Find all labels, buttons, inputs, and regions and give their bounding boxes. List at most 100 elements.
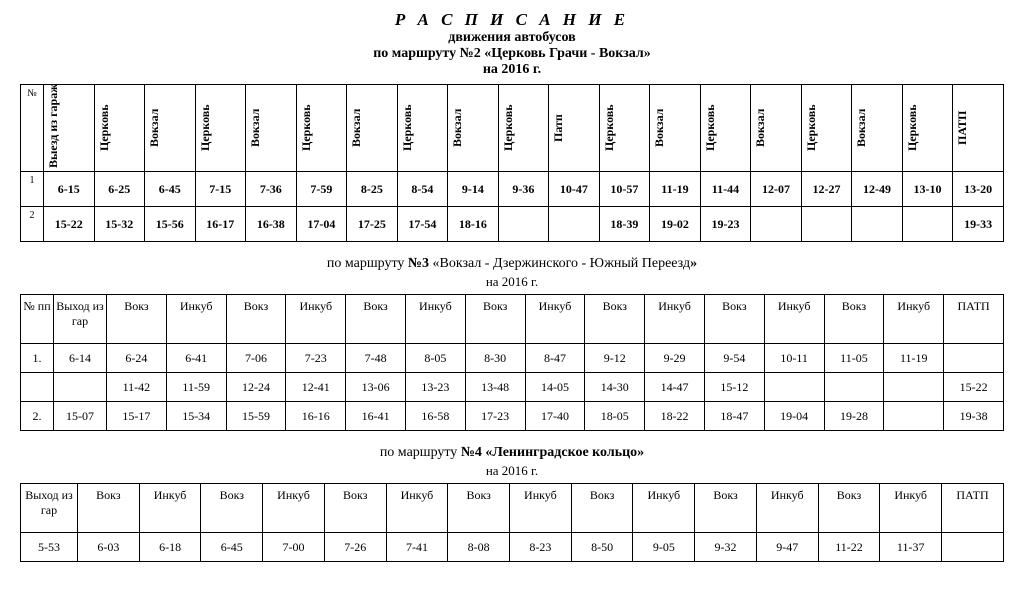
- col-header: Инкуб: [166, 295, 226, 344]
- title-sub1: движения автобусов: [20, 30, 1004, 46]
- time-cell: 19-04: [764, 402, 824, 431]
- time-cell: 13-10: [902, 172, 953, 207]
- time-cell: 19-02: [650, 207, 701, 242]
- section3-year: на 2016 г.: [20, 463, 1004, 479]
- col-header: Инкуб: [139, 484, 201, 533]
- col-header: Вокз: [201, 484, 263, 533]
- time-cell: 15-12: [704, 373, 764, 402]
- time-cell: 13-06: [346, 373, 406, 402]
- time-cell: 18-39: [599, 207, 650, 242]
- col-header: ПАТП: [953, 85, 1004, 172]
- col-header: Инкуб: [263, 484, 325, 533]
- time-cell: 11-59: [166, 373, 226, 402]
- section2-route-name: «Вокзал - Дзержинского - Южный Переезд: [429, 256, 690, 271]
- col-header: Выход из гар: [54, 295, 107, 344]
- col-header: ПАТП: [942, 484, 1004, 533]
- col-header: Вокз: [78, 484, 140, 533]
- time-cell: 9-54: [704, 344, 764, 373]
- time-cell: 16-58: [405, 402, 465, 431]
- section2-route-num: №3: [408, 256, 429, 271]
- time-cell: 16-16: [286, 402, 346, 431]
- time-cell: 8-47: [525, 344, 585, 373]
- time-cell: 17-04: [296, 207, 347, 242]
- time-cell: 17-23: [465, 402, 525, 431]
- title-sub2-route: №2 «Церковь Грачи - Вокзал»: [460, 46, 651, 61]
- time-cell: 15-56: [145, 207, 196, 242]
- time-cell: [852, 207, 903, 242]
- time-cell: 16-41: [346, 402, 406, 431]
- schedule-table-route2: №Выезд из гаражаЦерковьВокзалЦерковьВокз…: [20, 84, 1004, 242]
- section2-year: на 2016 г.: [20, 274, 1004, 290]
- time-cell: 9-05: [633, 533, 695, 562]
- time-cell: 9-29: [645, 344, 705, 373]
- col-header: ПАТП: [944, 295, 1004, 344]
- time-cell: [884, 402, 944, 431]
- time-cell: 7-26: [324, 533, 386, 562]
- col-header: Церковь: [801, 85, 852, 172]
- title-main: Р А С П И С А Н И Е: [20, 10, 1004, 30]
- col-header: Патп: [549, 85, 600, 172]
- time-cell: 15-22: [44, 207, 95, 242]
- time-cell: 12-49: [852, 172, 903, 207]
- time-cell: 6-25: [94, 172, 145, 207]
- time-cell: [884, 373, 944, 402]
- time-cell: 15-07: [54, 402, 107, 431]
- time-cell: 5-53: [21, 533, 78, 562]
- col-header: Вокз: [324, 484, 386, 533]
- col-header: Вокз: [465, 295, 525, 344]
- time-cell: 12-27: [801, 172, 852, 207]
- col-header: Церковь: [397, 85, 448, 172]
- time-cell: 11-05: [824, 344, 884, 373]
- section2-title: по маршруту №3 «Вокзал - Дзержинского - …: [20, 256, 1004, 272]
- row-num: 2.: [21, 402, 54, 431]
- col-header: Вокз: [226, 295, 286, 344]
- time-cell: 17-25: [347, 207, 398, 242]
- col-header: Инкуб: [510, 484, 572, 533]
- col-header: Вокз: [448, 484, 510, 533]
- time-cell: 9-14: [448, 172, 499, 207]
- col-header: Инкуб: [286, 295, 346, 344]
- col-header: Инкуб: [880, 484, 942, 533]
- time-cell: 17-40: [525, 402, 585, 431]
- time-cell: 6-24: [107, 344, 167, 373]
- time-cell: 7-36: [246, 172, 297, 207]
- col-header: Инкуб: [645, 295, 705, 344]
- time-cell: 12-41: [286, 373, 346, 402]
- col-header: Инкуб: [525, 295, 585, 344]
- time-cell: [942, 533, 1004, 562]
- col-header: Выход из гар: [21, 484, 78, 533]
- time-cell: 7-00: [263, 533, 325, 562]
- section2-pre: по маршруту: [327, 256, 408, 271]
- time-cell: 18-47: [704, 402, 764, 431]
- time-cell: [944, 344, 1004, 373]
- time-cell: 15-17: [107, 402, 167, 431]
- time-cell: 7-48: [346, 344, 406, 373]
- col-header: Инкуб: [764, 295, 824, 344]
- time-cell: [751, 207, 802, 242]
- time-cell: 18-22: [645, 402, 705, 431]
- time-cell: [498, 207, 549, 242]
- col-header: Церковь: [700, 85, 751, 172]
- col-header: Вокз: [107, 295, 167, 344]
- time-cell: 9-32: [695, 533, 757, 562]
- col-header: Вокзал: [347, 85, 398, 172]
- title-sub3: на 2016 г.: [20, 62, 1004, 78]
- time-cell: [902, 207, 953, 242]
- time-cell: 10-47: [549, 172, 600, 207]
- title-sub2-pre: по маршруту: [373, 46, 459, 61]
- time-cell: 7-23: [286, 344, 346, 373]
- time-cell: 12-24: [226, 373, 286, 402]
- time-cell: 8-05: [405, 344, 465, 373]
- time-cell: 9-47: [756, 533, 818, 562]
- time-cell: 19-23: [700, 207, 751, 242]
- time-cell: 13-20: [953, 172, 1004, 207]
- time-cell: 6-14: [54, 344, 107, 373]
- time-cell: 7-59: [296, 172, 347, 207]
- time-cell: [764, 373, 824, 402]
- time-cell: 14-05: [525, 373, 585, 402]
- time-cell: 13-48: [465, 373, 525, 402]
- time-cell: 15-34: [166, 402, 226, 431]
- col-header: Вокзал: [852, 85, 903, 172]
- col-header: Церковь: [195, 85, 246, 172]
- time-cell: 14-47: [645, 373, 705, 402]
